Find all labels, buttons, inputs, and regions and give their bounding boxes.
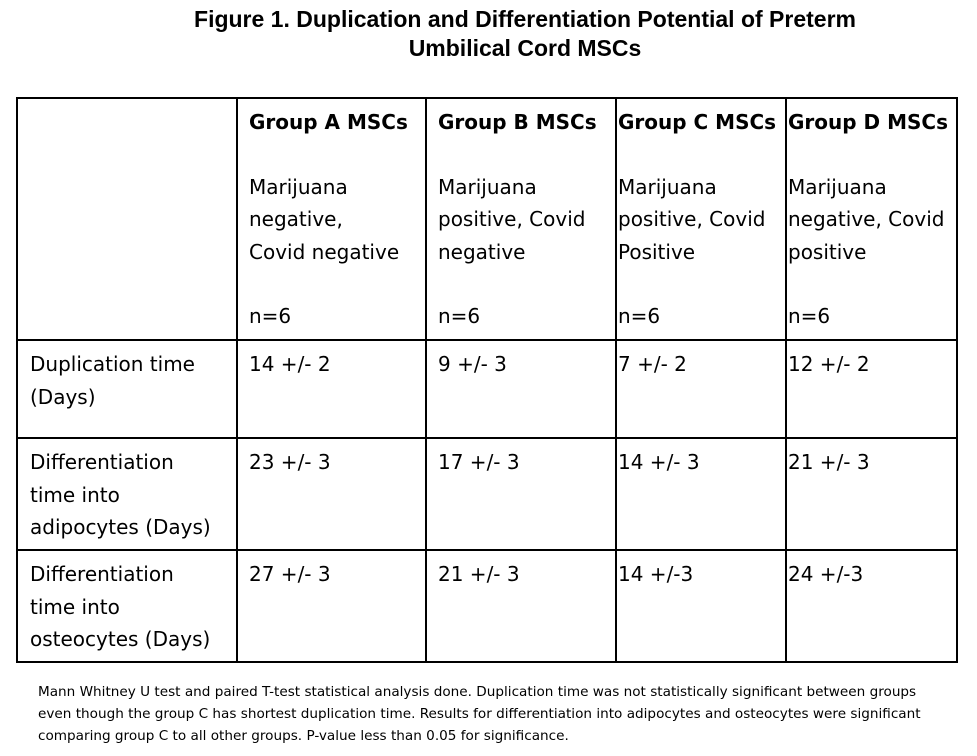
group-d-description: Marijuana negative, Covid positive xyxy=(788,174,945,264)
value-text: 21 +/- 3 xyxy=(438,562,520,586)
row-label-cell: Differentiation time into adipocytes (Da… xyxy=(16,437,238,551)
value-text: 24 +/-3 xyxy=(788,562,864,586)
value-cell: 14 +/- 2 xyxy=(236,339,427,439)
value-text: 7 +/- 2 xyxy=(618,352,687,376)
row-label-cell: Differentiation time into osteocytes (Da… xyxy=(16,549,238,663)
statistical-footnote: Mann Whitney U test and paired T-test st… xyxy=(38,684,921,744)
row-label-cell: Duplication time (Days) xyxy=(16,339,238,439)
value-text: 14 +/-3 xyxy=(618,562,694,586)
value-text: 21 +/- 3 xyxy=(788,450,870,474)
value-cell: 24 +/-3 xyxy=(785,549,958,663)
group-b-title: Group B MSCs xyxy=(438,110,597,134)
group-a-description: Marijuana negative, Covid negative xyxy=(249,174,400,264)
group-a-title: Group A MSCs xyxy=(249,110,408,134)
value-text: 27 +/- 3 xyxy=(249,562,331,586)
value-cell: 7 +/- 2 xyxy=(615,339,787,439)
value-text: 9 +/- 3 xyxy=(438,352,507,376)
group-d-n: n=6 xyxy=(788,304,831,328)
value-cell: 12 +/- 2 xyxy=(785,339,958,439)
group-b-header-cell: Group B MSCs Marijuana positive, Covid n… xyxy=(425,97,617,341)
group-d-header-cell: Group D MSCs Marijuana negative, Covid p… xyxy=(785,97,958,341)
group-d-title: Group D MSCs xyxy=(788,110,948,134)
group-b-n: n=6 xyxy=(438,304,481,328)
row-label: Differentiation time into adipocytes (Da… xyxy=(30,450,211,539)
group-a-n: n=6 xyxy=(249,304,292,328)
group-c-description: Marijuana positive, Covid Positive xyxy=(618,174,766,264)
value-cell: 14 +/-3 xyxy=(615,549,787,663)
figure-title: Figure 1. Duplication and Differentiatio… xyxy=(194,6,856,61)
table-row-adipocytes: Differentiation time into adipocytes (Da… xyxy=(16,437,958,551)
value-cell: 23 +/- 3 xyxy=(236,437,427,551)
table-header-row: Group A MSCs Marijuana negative, Covid n… xyxy=(16,97,958,341)
value-cell: 17 +/- 3 xyxy=(425,437,617,551)
table-row-osteocytes: Differentiation time into osteocytes (Da… xyxy=(16,549,958,663)
value-text: 12 +/- 2 xyxy=(788,352,870,376)
value-text: 14 +/- 3 xyxy=(618,450,700,474)
header-blank-cell xyxy=(16,97,238,341)
table-row-duplication-time: Duplication time (Days) 14 +/- 2 9 +/- 3… xyxy=(16,339,958,439)
group-a-header-cell: Group A MSCs Marijuana negative, Covid n… xyxy=(236,97,427,341)
value-cell: 21 +/- 3 xyxy=(785,437,958,551)
group-c-title: Group C MSCs xyxy=(618,110,777,134)
value-text: 23 +/- 3 xyxy=(249,450,331,474)
row-label: Duplication time (Days) xyxy=(30,352,195,409)
row-label: Differentiation time into osteocytes (Da… xyxy=(30,562,211,651)
results-table: Group A MSCs Marijuana negative, Covid n… xyxy=(16,97,958,663)
value-cell: 27 +/- 3 xyxy=(236,549,427,663)
group-b-description: Marijuana positive, Covid negative xyxy=(438,174,586,264)
value-cell: 9 +/- 3 xyxy=(425,339,617,439)
group-c-n: n=6 xyxy=(618,304,661,328)
value-cell: 14 +/- 3 xyxy=(615,437,787,551)
group-c-header-cell: Group C MSCs Marijuana positive, Covid P… xyxy=(615,97,787,341)
value-cell: 21 +/- 3 xyxy=(425,549,617,663)
value-text: 14 +/- 2 xyxy=(249,352,331,376)
value-text: 17 +/- 3 xyxy=(438,450,520,474)
